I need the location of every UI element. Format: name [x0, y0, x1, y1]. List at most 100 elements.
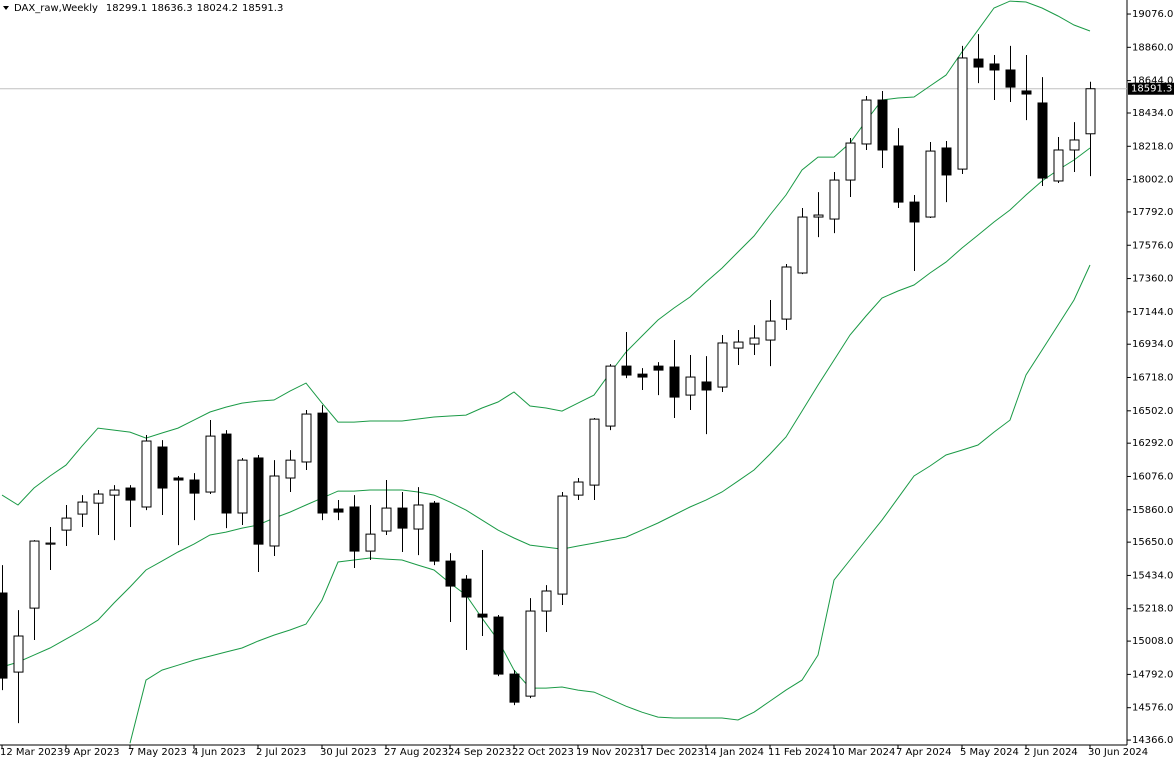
candle-body [1053, 149, 1064, 182]
candle [381, 480, 392, 536]
candle-body [829, 179, 840, 220]
candle [861, 96, 872, 150]
candle-body [637, 373, 648, 378]
y-tick-label: 17360.0 [1132, 274, 1173, 285]
candle-body [173, 477, 184, 481]
x-tick-label: 4 Jun 2023 [192, 747, 246, 758]
y-tick-label: 17576.0 [1132, 240, 1173, 251]
candle [989, 55, 1000, 101]
y-tick-label: 17144.0 [1132, 307, 1173, 318]
header-open: 18299.1 [106, 3, 147, 14]
header-high: 18636.3 [151, 3, 192, 14]
candle-body [813, 214, 824, 218]
candle-body [109, 489, 120, 496]
candle [29, 540, 40, 641]
candle-body [333, 508, 344, 513]
y-tick-label: 18860.0 [1132, 42, 1173, 53]
candle-body [605, 365, 616, 427]
candle-body [573, 481, 584, 496]
candle-body [365, 533, 376, 552]
candle [429, 500, 440, 566]
candle-body [621, 365, 632, 376]
candle-body [397, 507, 408, 529]
candle [525, 598, 536, 699]
header: DAX_raw,Weekly 18299.1 18636.3 18024.2 18591… [14, 3, 283, 14]
x-tick-label: 10 Mar 2024 [832, 747, 895, 758]
candle [173, 476, 184, 546]
candle [0, 565, 8, 691]
candle [1069, 122, 1080, 173]
candle-body [269, 475, 280, 547]
candle-body [685, 376, 696, 396]
candle [493, 615, 504, 677]
candle-body [1021, 90, 1032, 95]
candle-body [525, 610, 536, 697]
x-tick-label: 9 Apr 2023 [64, 747, 119, 758]
candle [333, 500, 344, 521]
candle-body [653, 365, 664, 371]
candle-body [285, 459, 296, 479]
y-tick-label: 14366.0 [1132, 735, 1173, 746]
candle-body [733, 341, 744, 349]
x-tick-label: 22 Oct 2023 [512, 747, 574, 758]
candle [93, 490, 104, 536]
candle-body [125, 487, 136, 501]
candle [301, 410, 312, 470]
symbol: DAX_raw,Weekly [14, 3, 98, 14]
candle-body [77, 501, 88, 515]
candle [157, 440, 168, 516]
candle [685, 355, 696, 411]
candle-body [861, 99, 872, 145]
candle [845, 137, 856, 198]
candle [813, 192, 824, 238]
candle [1053, 137, 1064, 183]
header-close: 18591.3 [242, 3, 283, 14]
candle-body [0, 592, 8, 679]
candle [557, 492, 568, 606]
y-tick-label: 14792.0 [1132, 669, 1173, 680]
candle [637, 368, 648, 390]
candle-body [349, 506, 360, 552]
candle-body [845, 142, 856, 181]
candle-body [29, 540, 40, 609]
candle [765, 299, 776, 367]
candle-body [1005, 69, 1016, 88]
candle-body [669, 366, 680, 398]
candle-body [1037, 102, 1048, 179]
bollinger-band [129, 264, 1091, 744]
candle-body [93, 493, 104, 504]
y-tick-label: 15008.0 [1132, 636, 1173, 647]
x-tick-label: 30 Jul 2023 [320, 747, 377, 758]
candle-body [749, 337, 760, 345]
candle-body [189, 479, 200, 494]
candle [1021, 55, 1032, 121]
x-tick-label: 2 Jun 2024 [1024, 747, 1078, 758]
y-tick-label: 17792.0 [1132, 207, 1173, 218]
candle [877, 90, 888, 169]
x-tick-label: 27 Aug 2023 [384, 747, 448, 758]
candle [509, 670, 520, 706]
candle-body [413, 504, 424, 530]
x-tick-label: 30 Jun 2024 [1088, 747, 1148, 758]
candle [61, 504, 72, 546]
y-tick-label: 15650.0 [1132, 537, 1173, 548]
candle [573, 478, 584, 501]
candle-body [701, 381, 712, 391]
y-tick-label: 16718.0 [1132, 373, 1173, 384]
candle-body [461, 578, 472, 598]
candle-body [445, 560, 456, 587]
y-tick-label: 14576.0 [1132, 703, 1173, 714]
candle [109, 485, 120, 541]
candle [653, 362, 664, 396]
header-low: 18024.2 [197, 3, 238, 14]
y-tick-label: 15860.0 [1132, 505, 1173, 516]
candle [973, 34, 984, 84]
candle [13, 610, 24, 724]
y-tick-label: 16934.0 [1132, 339, 1173, 350]
candle-body [717, 342, 728, 388]
y-tick-label: 18218.0 [1132, 141, 1173, 152]
candle-body [45, 542, 56, 545]
candle-body [877, 99, 888, 151]
candle [221, 430, 232, 529]
